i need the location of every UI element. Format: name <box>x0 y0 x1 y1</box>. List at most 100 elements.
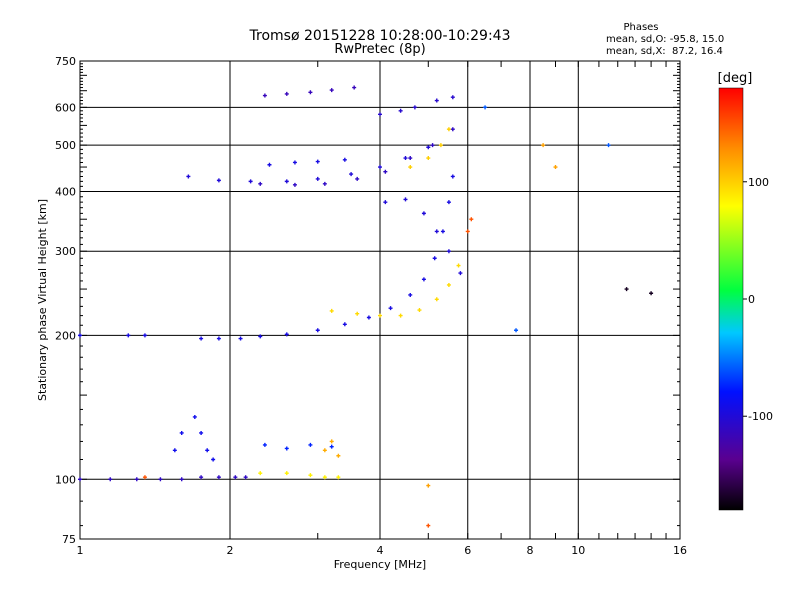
x-tick-label: 4 <box>377 544 384 557</box>
echo-point <box>434 297 439 302</box>
echo-point <box>329 88 334 93</box>
echo-point <box>78 333 82 338</box>
echo-point <box>342 157 347 162</box>
x-tick-label: 6 <box>464 544 471 557</box>
echo-point <box>233 475 238 480</box>
echo-point <box>426 483 431 488</box>
echo-point <box>308 442 313 447</box>
echo-point <box>308 473 313 478</box>
echo-point <box>649 291 654 296</box>
y-tick-label: 75 <box>62 533 76 546</box>
x-tick-label: 16 <box>673 544 687 557</box>
echo-point <box>383 200 388 205</box>
echo-points <box>78 85 654 528</box>
echo-point <box>192 414 197 419</box>
phases-o-stats: mean, sd,O: -95.8, 15.0 <box>606 34 724 45</box>
echo-point <box>408 292 413 297</box>
echo-point <box>398 313 403 318</box>
echo-point <box>205 448 210 453</box>
echo-point <box>426 145 431 150</box>
echo-point <box>216 178 221 183</box>
echo-point <box>322 475 327 480</box>
echo-point <box>308 90 313 95</box>
echo-point <box>383 169 388 174</box>
echo-point <box>378 112 382 117</box>
echo-point <box>315 328 320 333</box>
echo-point <box>336 475 341 480</box>
echo-point <box>322 448 327 453</box>
echo-point <box>606 143 611 148</box>
x-tick-label: 2 <box>227 544 234 557</box>
echo-point <box>216 336 221 341</box>
echo-point <box>142 333 147 338</box>
echo-point <box>421 277 426 282</box>
echo-point <box>469 217 474 222</box>
echo-point <box>412 105 417 110</box>
echo-point <box>322 181 327 186</box>
echo-point <box>211 457 216 462</box>
echo-point <box>134 477 139 482</box>
echo-point <box>446 282 451 287</box>
x-tick-label: 1 <box>77 544 84 557</box>
echo-point <box>284 471 289 476</box>
echo-point <box>458 271 463 276</box>
y-tick-label: 100 <box>55 473 76 486</box>
echo-point <box>216 475 221 480</box>
echo-point <box>248 179 253 184</box>
echo-point <box>284 91 289 96</box>
echo-point <box>355 311 360 316</box>
echo-point <box>186 174 191 179</box>
echo-point <box>421 211 426 216</box>
echo-point <box>315 176 320 181</box>
echo-point <box>388 306 393 311</box>
x-axis-label: Frequency [MHz] <box>334 558 426 571</box>
colorbar-tick-label: -100 <box>748 410 773 423</box>
y-tick-label: 400 <box>55 185 76 198</box>
echo-point <box>426 156 431 161</box>
colorbar-gradient <box>718 87 744 511</box>
echo-point <box>243 475 248 480</box>
echo-point <box>179 430 184 435</box>
echo-point <box>378 165 382 170</box>
echo-point <box>258 471 263 476</box>
echo-point <box>329 444 334 449</box>
y-tick-label: 200 <box>55 329 76 342</box>
echo-point <box>342 322 347 327</box>
x-axis-ticks: 1 2 4 6 8 10 16 <box>77 61 687 557</box>
echo-point <box>238 336 243 341</box>
y-tick-label: 600 <box>55 101 76 114</box>
y-tick-label: 750 <box>55 55 76 68</box>
echo-point <box>450 174 455 179</box>
echo-point <box>284 179 289 184</box>
echo-point <box>284 446 289 451</box>
echo-point <box>403 197 408 202</box>
echo-point <box>408 156 413 161</box>
colorbar-tick-label: 0 <box>748 293 755 306</box>
echo-point <box>426 523 431 528</box>
echo-point <box>329 439 334 444</box>
y-axis-ticks: 750 600 500 400 300 200 100 75 <box>55 55 680 546</box>
echo-point <box>456 263 461 268</box>
chart-subtitle: RwPretec (8p) <box>334 42 425 57</box>
echo-point <box>624 287 629 292</box>
phases-x-stats: mean, sd,X: 87.2, 16.4 <box>606 46 723 57</box>
echo-point <box>417 308 422 313</box>
echo-point <box>352 85 357 90</box>
echo-point <box>440 229 445 234</box>
colorbar-label: [deg] <box>718 71 753 86</box>
echo-point <box>430 143 435 148</box>
echo-point <box>199 475 204 480</box>
echo-point <box>403 156 408 161</box>
echo-point <box>126 333 131 338</box>
echo-point <box>434 229 439 234</box>
echo-point <box>446 249 451 254</box>
chart-title: Tromsø 20151228 10:28:00-10:29:43 <box>249 28 511 44</box>
phases-box: Phases mean, sd,O: -95.8, 15.0 mean, sd,… <box>606 22 724 57</box>
colorbar-tick-label: 100 <box>748 176 769 189</box>
phases-title: Phases <box>623 22 658 33</box>
echo-point <box>336 453 341 458</box>
echo-point <box>398 108 403 113</box>
y-tick-label: 300 <box>55 245 76 258</box>
echo-point <box>446 127 451 132</box>
